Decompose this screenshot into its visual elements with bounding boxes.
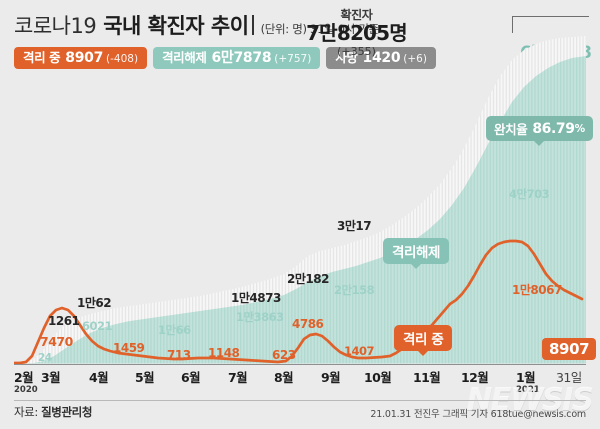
legend-pill-released[interactable]: 격리해제 6만7878 (+757) bbox=[153, 47, 321, 69]
x-tick-2: 4월 bbox=[89, 370, 109, 385]
x-axis-year-2021: 2021 bbox=[516, 385, 540, 395]
point-label-released-20158: 2만158 bbox=[334, 283, 375, 297]
legend-pill-quarantine-value: 8907 bbox=[65, 50, 104, 66]
point-label-confirmed-10062: 1만62 bbox=[77, 296, 112, 310]
x-tick-12: 31일 bbox=[556, 370, 582, 385]
total-confirmed-label: 확진자 bbox=[340, 8, 373, 22]
total-confirmed-value: 7만8205명 bbox=[306, 21, 408, 45]
legend-pill-released-label: 격리해제 bbox=[162, 50, 207, 65]
point-label-confirmed-20182: 2만182 bbox=[287, 272, 329, 286]
legend-pill-death-delta: (+6) bbox=[403, 53, 427, 65]
total-confirmed-delta: (+355) bbox=[337, 45, 376, 58]
legend-pill-quarantine-delta: (-408) bbox=[106, 53, 139, 65]
badge-series-released[interactable]: 격리해제 bbox=[383, 238, 450, 269]
chart-svg bbox=[14, 36, 586, 364]
point-label-quarantine-18067: 1만8067 bbox=[512, 283, 562, 297]
footer-divider bbox=[14, 400, 586, 401]
legend-pill-quarantine-label: 격리 중 bbox=[23, 50, 61, 65]
point-label-confirmed-40703: 4만703 bbox=[509, 187, 550, 201]
x-tick-6: 8월 bbox=[274, 370, 294, 385]
recovery-rate-percent: % bbox=[574, 122, 586, 135]
point-label-released-6021: 6021 bbox=[82, 319, 113, 333]
x-axis-line bbox=[14, 364, 586, 366]
legend-pill-death-label: 사망 bbox=[335, 50, 358, 65]
point-label-quarantine-1148: 1148 bbox=[208, 346, 240, 360]
source-value: 질병관리청 bbox=[41, 405, 93, 419]
credit-line: 21.01.31 전진우 그래픽 기자 618tue@newsis.com bbox=[370, 409, 586, 420]
title-unit-note: (단위: 명) 31일 0시 기준 bbox=[260, 22, 380, 36]
legend-pill-quarantine[interactable]: 격리 중 8907 (-408) bbox=[14, 47, 148, 69]
x-axis: 2월 3월 4월 5월 6월 7월 8월 9월 10월 11월 12월 1월 3… bbox=[0, 364, 600, 386]
legend-pill-death[interactable]: 사망 1420 (+6) bbox=[326, 47, 436, 69]
source-label: 자료: bbox=[14, 405, 38, 419]
point-label-quarantine-1459: 1459 bbox=[113, 341, 145, 355]
x-tick-10: 12월 bbox=[461, 370, 489, 385]
point-label-quarantine-4786: 4786 bbox=[292, 317, 324, 331]
source-line: 자료: 질병관리청 bbox=[14, 404, 92, 420]
x-tick-4: 6월 bbox=[181, 370, 201, 385]
page-title: 코로나19 국내 확진자 추이 (단위: 명) 31일 0시 기준 bbox=[14, 10, 379, 40]
point-label-released-24: 24 bbox=[38, 352, 52, 364]
x-tick-5: 7월 bbox=[228, 370, 248, 385]
x-tick-0: 2월 bbox=[14, 370, 34, 385]
point-label-quarantine-713: 713 bbox=[167, 348, 191, 362]
point-label-confirmed-30017: 3만17 bbox=[337, 219, 372, 233]
legend-pills: 격리 중 8907 (-408) 격리해제 6만7878 (+757) 사망 1… bbox=[14, 47, 436, 69]
series-quarantine-line bbox=[14, 239, 584, 364]
point-label-quarantine-1261: 1261 bbox=[48, 314, 80, 328]
title-plain: 코로나19 bbox=[14, 14, 97, 38]
point-label-released-10066: 1만66 bbox=[158, 323, 191, 337]
x-tick-7: 9월 bbox=[321, 370, 341, 385]
x-tick-8: 10월 bbox=[364, 370, 392, 385]
point-label-quarantine-7470: 7470 bbox=[40, 334, 73, 349]
point-label-quarantine-1407: 1407 bbox=[344, 344, 375, 358]
legend-pill-death-value: 1420 bbox=[362, 50, 401, 66]
total-bracket-line bbox=[512, 16, 589, 33]
x-tick-9: 11월 bbox=[413, 370, 441, 385]
legend-pill-released-delta: (+757) bbox=[274, 53, 312, 65]
x-tick-11: 1월 bbox=[516, 370, 536, 385]
chart-plot-area: 1261 7470 24 1만62 6021 1459 1만66 713 114… bbox=[0, 8, 600, 370]
badge-series-quarantine[interactable]: 격리 중 bbox=[394, 325, 453, 356]
recovery-rate-label: 완치율 bbox=[494, 122, 528, 137]
badge-final-quarantine-value[interactable]: 8907 bbox=[542, 338, 597, 360]
point-label-released-13863: 1만3863 bbox=[236, 310, 284, 324]
x-tick-3: 5월 bbox=[135, 370, 155, 385]
badge-recovery-rate[interactable]: 완치율 86.79 % bbox=[486, 116, 593, 146]
title-bold: 국내 확진자 추이 bbox=[103, 14, 249, 38]
x-tick-1: 3월 bbox=[41, 370, 61, 385]
recovery-rate-value: 86.79 bbox=[532, 120, 575, 137]
title-divider-bar bbox=[251, 15, 254, 35]
point-label-quarantine-623: 623 bbox=[272, 348, 296, 362]
series-released-area bbox=[14, 56, 586, 364]
point-label-confirmed-14873: 1만4873 bbox=[231, 291, 281, 305]
legend-pill-released-value: 6만7878 bbox=[211, 50, 272, 66]
total-confirmed-block: 확진자 7만8205명 (+355) bbox=[289, 8, 424, 58]
x-axis-year-2020: 2020 bbox=[14, 385, 38, 395]
